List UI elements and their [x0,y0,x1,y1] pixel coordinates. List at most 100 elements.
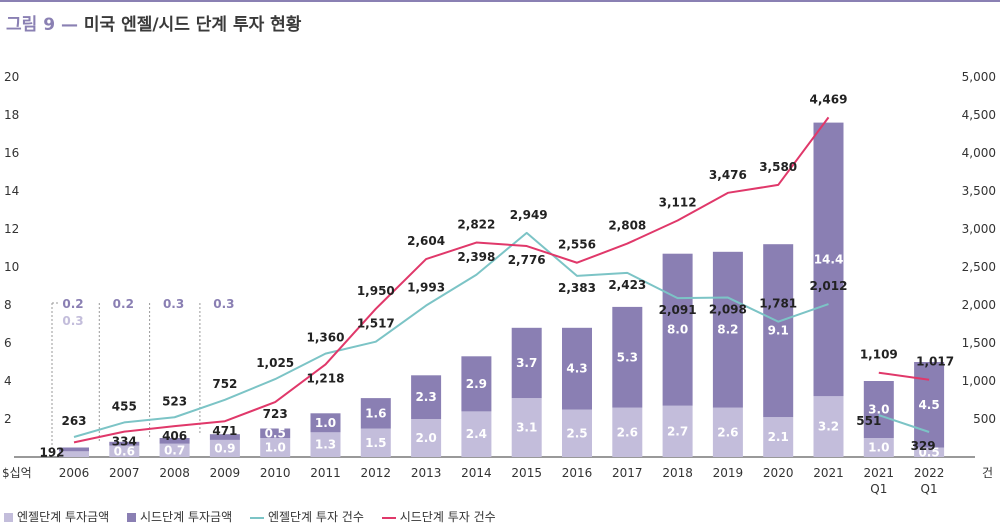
y-left-tick-label: 8 [4,298,12,312]
bar-label-angel-amount: 0.3 [62,314,83,328]
bar-angel-amount [511,398,542,457]
line-label-seed-count: 1,950 [357,284,395,298]
bar-label-angel-amount: 0.5 [918,445,939,459]
bar-seed-amount [612,306,643,408]
y-left-tick-label: 2 [4,412,12,426]
y-left-tick-label: 20 [4,70,19,84]
bar-seed-amount [562,327,592,410]
bar-angel-amount [59,451,89,457]
bar-label-seed-amount: 0.2 [62,297,83,311]
line-label-angel-count: 2,012 [810,279,848,293]
bar-label-seed-amount: 4.5 [918,398,939,412]
x-tick-label: Q1 [870,482,887,496]
bar-angel-amount [612,407,643,457]
bar-label-angel-amount: 0.7 [164,443,185,457]
bar-label-angel-amount: 3.2 [818,420,839,434]
bar-angel-amount [260,438,291,457]
chart-canvas: 2 4 6 8 10 12 14 16 18 20 500 1,000 1,500 2,000 2,500 3… [2,70,996,496]
chart-title: 그림 9 — 미국 엔젤/시드 단계 투자 현황 [6,10,301,35]
y-left-tick-label: 4 [4,374,12,388]
bar-angel-amount [360,428,391,457]
bar-angel-amount [763,417,794,457]
bar-seed-amount [260,428,291,438]
x-tick-label: 2007 [109,466,140,480]
line-label-angel-count: 2,398 [457,250,495,264]
legend-swatch-seed-amount [126,513,136,522]
line-label-angel-count: 1,360 [307,331,345,345]
bar-label-angel-amount: 2.1 [768,430,789,444]
y-left-tick-label: 16 [4,146,19,160]
y-right-tick-label: 5,000 [962,70,996,84]
x-tick-label: Q1 [921,482,938,496]
bar-angel-amount [310,432,341,457]
bar-seed-amount [109,441,140,446]
bar-label-seed-amount: 0.3 [213,297,234,311]
bar-angel-amount [411,419,442,457]
x-tick-label: 2022 [914,466,945,480]
x-tick-label: 2008 [159,466,190,480]
line-label-angel-count: 752 [212,377,237,391]
bar-label-angel-amount: 2.7 [667,424,688,438]
figure-label: 그림 9 [6,15,56,35]
bar-seed-amount [461,356,492,412]
x-tick-label: 2016 [562,466,593,480]
bar-seed-amount [511,327,542,399]
y-right-tick-label: 4,000 [962,146,996,160]
bar-label-angel-amount: 1.3 [315,438,336,452]
legend-item-angel-amount: 엔젤단계 투자금액 [4,508,109,525]
bar-seed-amount [813,122,844,397]
bar-label-angel-amount: 2.0 [415,431,436,445]
bar-label-seed-amount: 2.9 [466,377,487,391]
x-tick-label: 2018 [662,466,693,480]
line-label-angel-count: 2,949 [510,208,548,222]
line-label-seed-count: 1,218 [307,371,345,385]
line-label-angel-count: 1,781 [759,297,797,311]
line-label-angel-count: 455 [112,399,137,413]
bar-seed-amount [712,251,743,408]
line-label-seed-count: 2,556 [558,238,596,252]
line-seed-count-quarterly [878,371,930,381]
line-label-seed-count: 3,112 [659,195,697,209]
y-left-axis-label: $십억 [2,466,32,480]
line-angel-count [73,231,829,438]
line-label-angel-count: 551 [856,414,881,428]
line-label-seed-count: 2,808 [608,219,646,233]
bar-angel-amount [712,407,743,457]
x-tick-label: 2009 [210,466,241,480]
bar-label-seed-amount: 1.0 [315,416,336,430]
bar-angel-amount [109,445,140,457]
line-label-angel-count: 1,025 [256,356,294,370]
line-label-angel-count: 2,091 [659,303,697,317]
bar-label-seed-amount: 14.4 [814,252,844,266]
bar-label-seed-amount: 9.1 [768,324,789,338]
line-label-seed-count: 2,822 [457,218,495,232]
bar-label-angel-amount: 1.0 [265,441,286,455]
x-tick-label: 2012 [361,466,392,480]
y-left-tick-label: 12 [4,222,19,236]
y-right-tick-label: 1,000 [962,374,996,388]
bar-label-seed-amount: 4.3 [566,362,587,376]
bar-label-angel-amount: 0.9 [214,441,235,455]
bar-seed-amount [914,362,945,448]
y-left-tick-label: 10 [4,260,19,274]
bar-seed-amount [310,413,341,433]
line-angel-count-quarterly [878,414,930,433]
line-label-angel-count: 263 [61,414,86,428]
title-dash: — [60,15,78,35]
legend-label-angel-count: 엔젤단계 투자 건수 [267,510,364,524]
line-label-seed-count: 1,109 [860,348,898,362]
line-label-angel-count: 2,098 [709,303,747,317]
legend-swatch-angel-amount [4,513,13,522]
bar-seed-amount [209,434,240,440]
bar-label-angel-amount: 2.6 [717,425,738,439]
x-tick-label: 2014 [461,466,492,480]
bar-angel-amount [863,438,894,457]
x-tick-label: 2006 [59,466,90,480]
bar-seed-amount [59,447,89,452]
legend-item-seed-amount: 시드단계 투자금액 [126,508,232,525]
bar-label-angel-amount: 0.6 [114,444,135,458]
y-right-tick-label: 500 [973,412,996,426]
bar-label-seed-amount: 1.6 [365,406,386,420]
bar-angel-amount [662,405,693,457]
bar-seed-amount [411,375,442,419]
